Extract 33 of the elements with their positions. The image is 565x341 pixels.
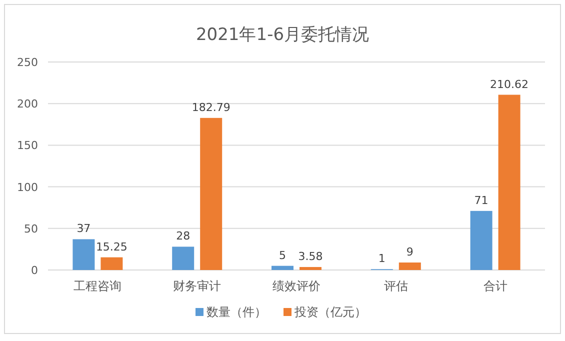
y-tick-label: 100	[17, 180, 38, 194]
bar	[498, 94, 520, 270]
bar	[272, 266, 294, 270]
x-tick-label: 评估	[384, 279, 408, 293]
bar	[200, 118, 222, 270]
x-tick-label: 财务审计	[173, 279, 222, 293]
data-label: 28	[176, 230, 190, 243]
chart-title: 2021年1-6月委托情况	[196, 25, 370, 45]
data-label: 37	[76, 222, 91, 236]
x-tick-label: 工程咨询	[74, 279, 122, 293]
data-label: 3.58	[298, 250, 323, 264]
y-tick-label: 0	[31, 264, 38, 277]
x-tick-label: 合计	[483, 279, 508, 293]
data-label: 5	[279, 248, 286, 262]
y-tick-label: 200	[17, 98, 38, 111]
bar	[398, 262, 421, 270]
legend-label: 数量（件）	[206, 305, 266, 319]
data-label: 71	[474, 194, 488, 207]
y-tick-label: 250	[17, 56, 38, 69]
bar	[172, 246, 194, 270]
data-label: 182.79	[192, 100, 230, 114]
y-tick-label: 150	[17, 139, 38, 152]
x-tick-label: 绩效评价	[272, 279, 320, 293]
data-label: 1	[378, 252, 386, 266]
bar	[300, 267, 322, 270]
legend-label: 投资（亿元）	[294, 305, 366, 319]
bar	[100, 257, 123, 270]
y-tick-label: 50	[24, 222, 38, 236]
bar	[470, 210, 492, 270]
data-label: 210.62	[490, 78, 529, 91]
bar	[72, 239, 95, 270]
data-label: 15.25	[96, 240, 128, 254]
data-label: 9	[406, 246, 414, 259]
